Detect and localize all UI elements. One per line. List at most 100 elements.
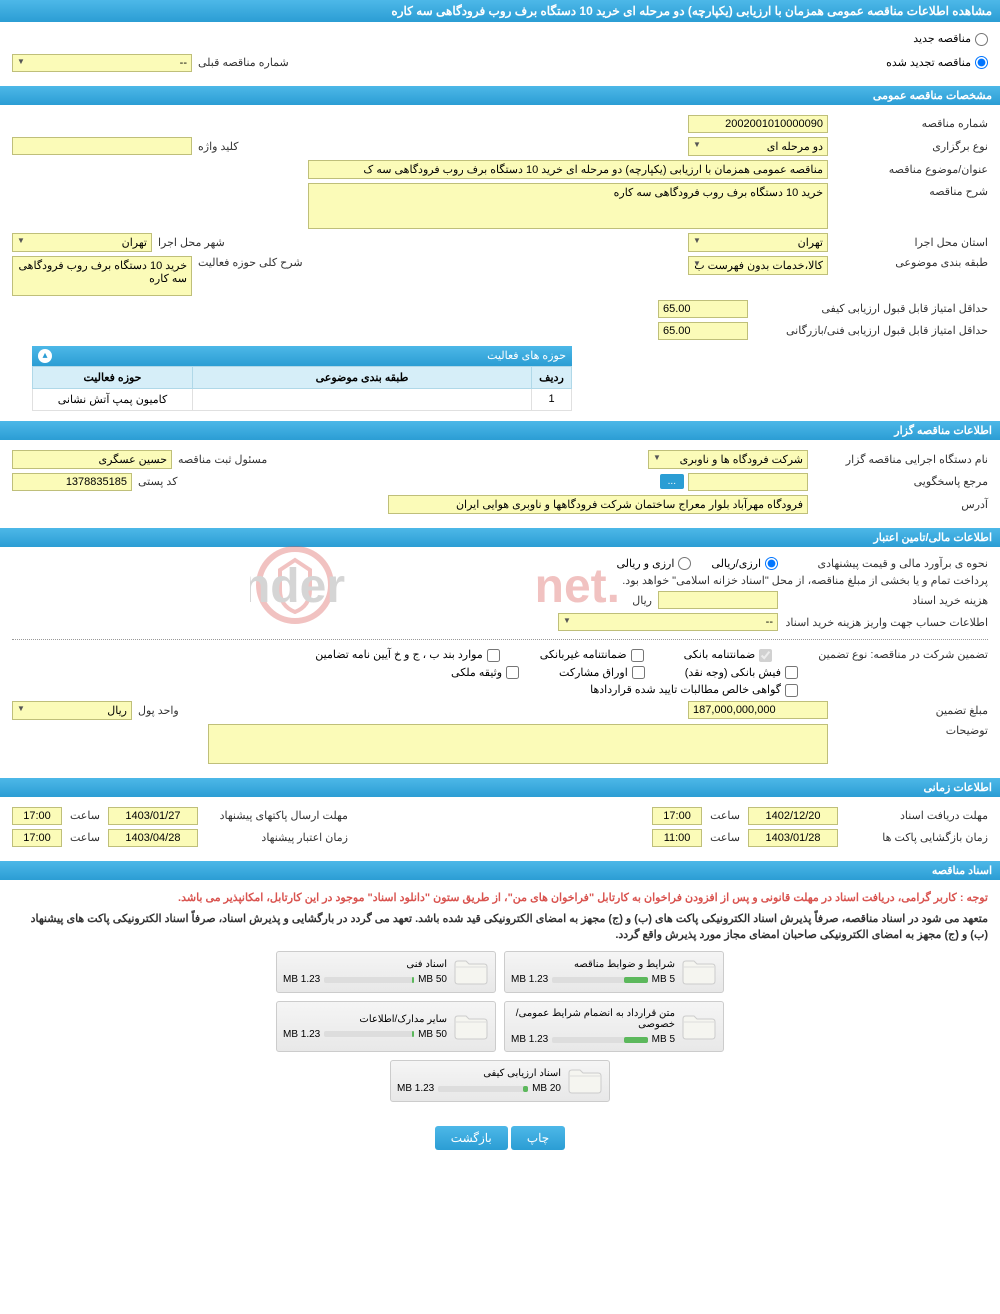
keyword-field[interactable] [12,137,192,155]
section-organizer: اطلاعات مناقصه گزار [0,421,1000,440]
radio-currency[interactable]: ارزی و ریالی [616,557,691,571]
file-info: شرایط و ضوابط مناقصه5 MB1.23 MB [511,959,675,985]
file-info: متن قرارداد به انضمام شرایط عمومی/خصوصی5… [511,1008,675,1045]
file-card[interactable]: شرایط و ضوابط مناقصه5 MB1.23 MB [504,951,724,993]
documents-block: توجه : کاربر گرامی، دریافت اسناد در مهلت… [0,880,1000,1114]
file-total: 5 MB [652,1034,675,1045]
validity-time[interactable]: 17:00 [12,829,62,847]
file-card[interactable]: اسناد ارزیابی کیفی20 MB1.23 MB [390,1060,610,1102]
responder-more-button[interactable]: ... [660,474,684,489]
file-card[interactable]: متن قرارداد به انضمام شرایط عمومی/خصوصی5… [504,1001,724,1052]
file-bar [324,1031,414,1037]
file-bar [552,1037,647,1043]
remarks-field[interactable] [208,724,828,764]
activity-table-wrap: حوزه های فعالیت ▴ ردیف طبقه بندی موضوعی … [32,346,572,411]
proposal-date[interactable]: 1403/01/27 [108,807,198,825]
city-select[interactable]: تهران [12,233,152,252]
doc-receive-time[interactable]: 17:00 [652,807,702,825]
radio-currency-label: ارزی و ریالی [616,558,674,570]
file-info: اسناد فنی50 MB1.23 MB [283,959,447,985]
category-select[interactable]: کالا،خدمات بدون فهرست ب [688,256,828,275]
responder-field[interactable] [688,473,808,491]
file-title: اسناد فنی [283,959,447,970]
account-select[interactable]: -- [558,613,778,631]
file-grid: شرایط و ضوابط مناقصه5 MB1.23 MB اسناد فنی… [12,945,988,1108]
file-card[interactable]: اسناد فنی50 MB1.23 MB [276,951,496,993]
divider [12,639,988,640]
validity-date[interactable]: 1403/04/28 [108,829,198,847]
file-bar [552,977,647,983]
page-title: مشاهده اطلاعات مناقصه عمومی همزمان با ار… [0,0,1000,22]
chk-bank[interactable]: ضمانتنامه بانکی [684,648,773,662]
file-used: 1.23 MB [511,1034,548,1045]
back-button[interactable]: بازگشت [435,1126,508,1150]
category-label: طبقه بندی موضوعی [828,256,988,269]
radio-renewed[interactable]: مناقصه تجدید شده [886,56,988,70]
time-lbl3: ساعت [702,831,748,844]
exec-select[interactable]: شرکت فرودگاه ها و ناوبری [648,450,808,469]
chk-bank-label: ضمانتنامه بانکی [684,649,756,661]
activity-desc-field[interactable]: خرید 10 دستگاه برف روب فرودگاهی سه کاره [12,256,192,296]
holding-type-select[interactable]: دو مرحله ای [688,137,828,156]
registrar-field: حسین عسگری [12,450,172,469]
validity-label: زمان اعتبار پیشنهاد [198,831,348,844]
section-general: مشخصات مناقصه عمومی [0,86,1000,105]
cell-c [193,388,532,410]
file-total: 50 MB [418,1029,447,1040]
chk-items[interactable]: موارد بند ب ، ج و خ آیین نامه تضامین [315,648,499,662]
min-tech-field[interactable]: 65.00 [658,322,748,340]
time-lbl1: ساعت [702,809,748,822]
prev-number-label: شماره مناقصه قبلی [192,56,289,69]
chk-property[interactable]: وثیقه ملکی [451,666,519,680]
min-qual-label: حداقل امتیاز قابل قبول ارزیابی کیفی [748,302,988,315]
doc-receive-date[interactable]: 1402/12/20 [748,807,838,825]
chk-stock[interactable]: اوراق مشارکت [559,666,645,680]
chk-certified[interactable]: گواهی خالص مطالبات تایید شده قراردادها [590,683,798,697]
file-title: اسناد ارزیابی کیفی [397,1068,561,1079]
description-field[interactable]: خرید 10 دستگاه برف روب فرودگاهی سه کاره [308,183,828,229]
chk-certified-label: گواهی خالص مطالبات تایید شده قراردادها [590,684,781,696]
chk-nonbank-label: ضمانتنامه غیربانکی [540,649,627,661]
chk-nonbank[interactable]: ضمانتنامه غیربانکی [540,648,644,662]
section-financial: اطلاعات مالی/تامین اعتبار [0,528,1000,547]
radio-new[interactable]: مناقصه جدید [913,33,988,45]
file-used: 1.23 MB [283,1029,320,1040]
collapse-icon[interactable]: ▴ [38,349,52,363]
estimate-label: نحوه ی برآورد مالی و قیمت پیشنهادی [778,557,988,570]
time-lbl4: ساعت [62,831,108,844]
file-info: اسناد ارزیابی کیفی20 MB1.23 MB [397,1068,561,1094]
organizer-block: نام دستگاه اجرایی مناقصه گزار شرکت فرودگ… [0,440,1000,524]
radio-rial[interactable]: ارزی/ریالی [711,557,778,571]
file-info: سایر مدارک/اطلاعات 50 MB 1.23 MB [283,1014,447,1040]
doc-cost-field[interactable] [658,591,778,609]
opening-date[interactable]: 1403/01/28 [748,829,838,847]
prev-number-select[interactable]: -- [12,54,192,72]
file-bar [438,1086,528,1092]
tender-number-label: شماره مناقصه [828,117,988,130]
postal-field[interactable]: 1378835185 [12,473,132,491]
province-select[interactable]: تهران [688,233,828,252]
file-card[interactable]: سایر مدارک/اطلاعات 50 MB 1.23 MB [276,1001,496,1052]
responder-label: مرجع پاسخگویی [808,475,988,488]
proposal-time[interactable]: 17:00 [12,807,62,825]
min-tech-label: حداقل امتیاز قابل قبول ارزیابی فنی/بازرگ… [748,324,988,337]
cell-a: کامیون پمپ آتش نشانی [33,388,193,410]
file-total: 20 MB [532,1083,561,1094]
min-qual-field[interactable]: 65.00 [658,300,748,318]
subject-field[interactable]: مناقصه عمومی همزمان با ارزیابی (یکپارچه)… [308,160,828,179]
address-field[interactable]: فرودگاه مهرآباد بلوار معراج ساختمان شرکت… [388,495,808,514]
currency-unit-select[interactable]: ریال [12,701,132,720]
opening-time[interactable]: 11:00 [652,829,702,847]
timing-block: مهلت دریافت اسناد 1402/12/20 ساعت 17:00 … [0,797,1000,857]
guarantee-amount-label: مبلغ تضمین [828,704,988,717]
print-button[interactable]: چاپ [511,1126,565,1150]
guarantee-amount-field[interactable]: 187,000,000,000 [688,701,828,719]
doc-cost-label: هزینه خرید اسناد [778,594,988,607]
file-title: سایر مدارک/اطلاعات [283,1014,447,1025]
payment-note: پرداخت تمام و یا بخشی از مبلغ مناقصه، از… [616,574,988,587]
general-block: شماره مناقصه 2002001010000090 نوع برگزار… [0,105,1000,417]
button-row: چاپ بازگشت [0,1114,1000,1162]
section-documents: اسناد مناقصه [0,861,1000,880]
folder-icon [681,1013,717,1041]
chk-fish[interactable]: فیش بانکی (وجه نقد) [685,666,798,680]
